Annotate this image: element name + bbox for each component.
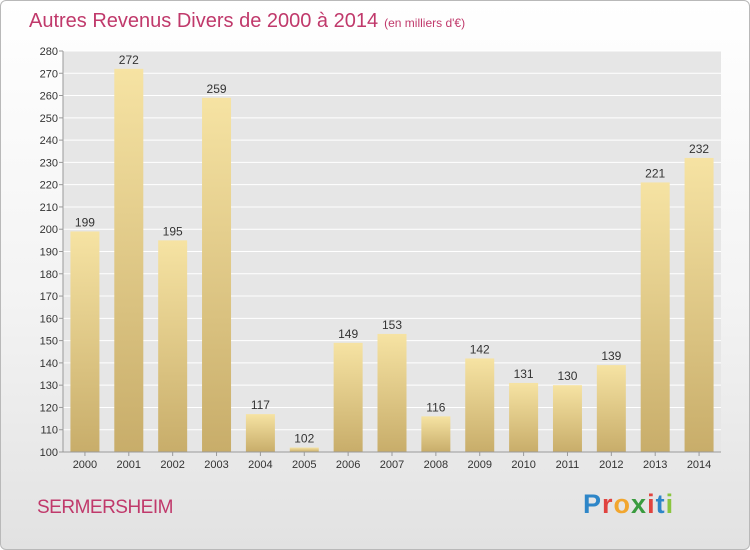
chart-title-text: Autres Revenus Divers de 2000 à 2014: [29, 10, 379, 32]
bar: [640, 182, 670, 452]
bar: [596, 365, 626, 452]
bar: [158, 240, 188, 452]
data-label: 221: [645, 166, 665, 180]
bar: [114, 68, 144, 453]
bar: [465, 358, 495, 452]
x-tick-label: 2002: [160, 459, 184, 471]
y-tick-label: 220: [40, 180, 58, 192]
logo-letter: t: [655, 489, 666, 519]
y-tick-label: 210: [40, 202, 58, 214]
y-tick-label: 200: [40, 224, 58, 236]
x-tick-label: 2012: [599, 459, 623, 471]
bar: [377, 333, 407, 452]
logo-letter: r: [602, 489, 614, 519]
y-tick-label: 240: [40, 135, 58, 147]
y-tick-label: 170: [40, 291, 58, 303]
x-tick-label: 2001: [117, 459, 141, 471]
data-label: 116: [426, 400, 445, 414]
y-tick-label: 150: [40, 336, 58, 348]
x-tick-label: 2006: [336, 459, 360, 471]
x-tick-label: 2004: [248, 459, 272, 471]
data-label: 199: [75, 215, 95, 229]
y-tick-label: 280: [40, 46, 58, 58]
bar: [289, 447, 319, 452]
bar: [552, 385, 582, 452]
logo-letter: i: [665, 489, 675, 519]
data-label: 130: [557, 369, 577, 383]
x-tick-label: 2014: [687, 459, 711, 471]
y-tick-label: 100: [40, 447, 58, 459]
y-tick-label: 160: [40, 313, 58, 325]
y-tick-label: 110: [40, 425, 58, 437]
y-tick-label: 130: [40, 380, 58, 392]
x-tick-label: 2000: [73, 459, 97, 471]
bar: [70, 231, 100, 452]
y-axis: 100 110 120 130 140 150 160 170 180 190 200 210 220 2…: [40, 46, 64, 459]
logo-letter: x: [631, 489, 648, 519]
bars: 199 272 195 259 117 102 149 153 116 142 131 130 139 2…: [70, 53, 714, 453]
x-tick-label: 2010: [511, 459, 535, 471]
bar: [202, 97, 232, 453]
data-label: 195: [163, 224, 183, 238]
data-label: 272: [119, 53, 139, 67]
y-tick-label: 230: [40, 157, 58, 169]
x-tick-label: 2003: [204, 459, 228, 471]
y-tick-label: 270: [40, 68, 58, 80]
data-label: 153: [382, 318, 402, 332]
x-tick-label: 2005: [292, 459, 316, 471]
data-label: 149: [338, 327, 358, 341]
y-tick-label: 260: [40, 91, 58, 103]
logo-letter: P: [583, 489, 603, 519]
chart-title: Autres Revenus Divers de 2000 à 2014 (en …: [29, 10, 465, 33]
x-tick-label: 2007: [380, 459, 404, 471]
x-axis: 2000 2001 2002 2003 2004 2005 2006 2007 2008 2009…: [63, 451, 721, 471]
y-tick-label: 190: [40, 247, 58, 259]
bar: [333, 342, 363, 452]
data-label: 142: [470, 342, 490, 356]
data-label: 232: [689, 142, 709, 156]
data-label: 102: [294, 432, 314, 446]
chart-subtitle: (en milliers d'€): [384, 16, 466, 30]
commune-name: SERMERSHEIM: [37, 497, 173, 518]
data-label: 139: [601, 349, 621, 363]
logo-letter: o: [613, 489, 632, 519]
x-tick-label: 2009: [467, 459, 491, 471]
y-tick-label: 180: [40, 269, 58, 281]
bar: [684, 157, 714, 452]
data-label: 131: [514, 367, 534, 381]
data-label: 117: [251, 398, 270, 412]
x-tick-label: 2013: [643, 459, 667, 471]
data-label: 259: [207, 82, 227, 96]
bar: [421, 416, 451, 452]
y-tick-label: 250: [40, 113, 58, 125]
x-tick-label: 2011: [556, 459, 580, 471]
logo-letter: i: [647, 489, 656, 519]
x-tick-label: 2008: [424, 459, 448, 471]
bar: [245, 414, 275, 452]
bar: [509, 382, 539, 452]
proxiti-logo: Proxiti: [583, 489, 674, 520]
y-tick-label: 140: [40, 358, 58, 370]
y-tick-label: 120: [40, 402, 58, 414]
